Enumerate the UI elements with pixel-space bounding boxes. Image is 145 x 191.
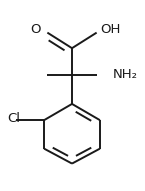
Text: NH₂: NH₂ (113, 68, 138, 81)
Text: Cl: Cl (7, 112, 20, 125)
Text: O: O (30, 23, 41, 36)
Text: OH: OH (101, 23, 121, 36)
